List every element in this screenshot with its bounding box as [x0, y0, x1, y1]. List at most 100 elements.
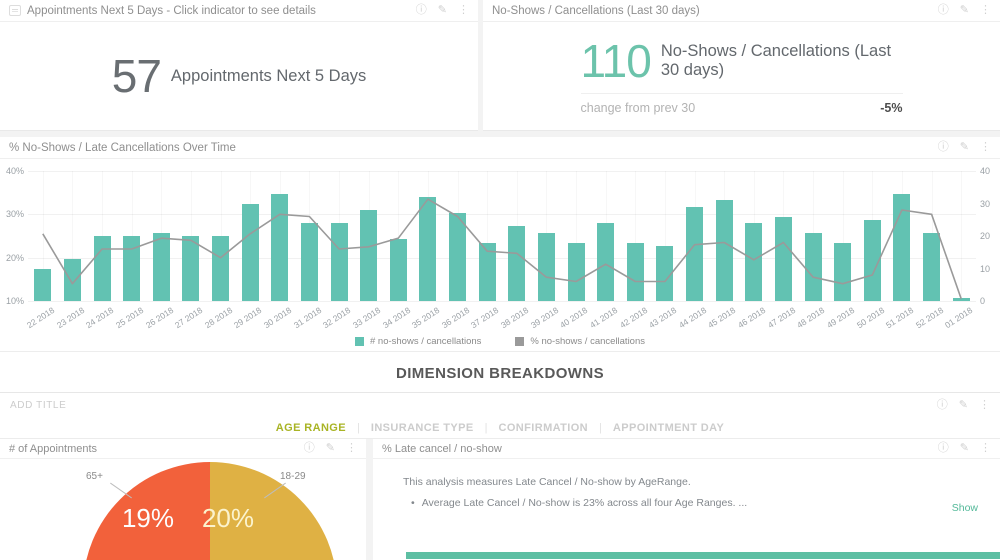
tab-insurance-type[interactable]: INSURANCE TYPE	[370, 421, 474, 434]
info-icon[interactable]: ⓘ	[937, 4, 949, 16]
time-chart-header: % No-Shows / Late Cancellations Over Tim…	[0, 137, 1000, 159]
bar-38-2018[interactable]	[508, 226, 526, 301]
x-axis-labels: 22 2018 23 2018 24 2018 25 2018 26 2018 27 20…	[25, 305, 975, 331]
menu-icon[interactable]: ⋮	[980, 141, 991, 153]
h-gridline	[28, 214, 976, 216]
info-icon[interactable]: ⓘ	[937, 141, 949, 153]
bar-30-2018[interactable]	[271, 193, 289, 301]
bar-32-2018[interactable]	[330, 223, 348, 301]
change-label: change from prev 30	[580, 100, 696, 115]
appointments-breakdown-title: # of Appointments	[9, 442, 98, 455]
h-gridline	[28, 301, 976, 302]
bar-43-2018[interactable]	[656, 245, 674, 301]
bar-46-2018[interactable]	[745, 223, 763, 301]
tab-separator: |	[357, 421, 360, 434]
pie-slice-value-18-29: 20%	[201, 503, 255, 533]
breakdown-sub-row: # of Appointments ⓘ ✎ ⋮ 19% 20% 65+ 18-29 …	[0, 439, 1000, 560]
right-axis-tick: 10	[980, 263, 991, 274]
noshows-card: No-Shows / Cancellations (Last 30 days) …	[483, 0, 1000, 131]
bar-24-2018[interactable]	[93, 236, 111, 301]
add-title-placeholder[interactable]: ADD TITLE	[10, 399, 67, 411]
noshows-card-body: 110 No-Shows / Cancellations (Last 30 da…	[483, 22, 1000, 130]
edit-icon[interactable]: ✎	[959, 4, 969, 16]
edit-icon[interactable]: ✎	[959, 141, 969, 153]
edit-icon[interactable]: ✎	[958, 398, 968, 411]
late-cancel-icons: ⓘ ✎ ⋮	[938, 443, 991, 454]
bar-33-2018[interactable]	[360, 210, 378, 301]
legend-swatch	[515, 336, 525, 346]
legend-item[interactable]: % no-shows / cancellations	[515, 336, 645, 347]
edit-icon[interactable]: ✎	[959, 442, 969, 454]
bar-23-2018[interactable]	[63, 258, 81, 301]
bar-22-2018[interactable]	[34, 268, 52, 301]
tab-confirmation[interactable]: CONFIRMATION	[498, 421, 589, 434]
bar-29-2018[interactable]	[241, 203, 259, 301]
noshows-card-icons: ⓘ ✎ ⋮	[938, 5, 991, 16]
menu-icon[interactable]: ⋮	[980, 4, 991, 16]
legend-swatch	[354, 336, 364, 346]
tab-age-range[interactable]: AGE RANGE	[275, 421, 346, 434]
bar-40-2018[interactable]	[567, 242, 585, 301]
right-axis-ticks: 40 30 20 10 0	[976, 166, 998, 306]
menu-icon[interactable]: ⋮	[346, 442, 357, 454]
bar-47-2018[interactable]	[774, 216, 792, 301]
show-link[interactable]: Show	[951, 502, 978, 514]
bar-42-2018[interactable]	[626, 242, 644, 301]
right-axis-tick: 0	[980, 296, 986, 306]
info-icon[interactable]: ⓘ	[937, 442, 949, 454]
bar-01-2018[interactable]	[952, 297, 970, 301]
bar-37-2018[interactable]	[478, 242, 496, 301]
tab-separator: |	[599, 421, 602, 434]
bar-34-2018[interactable]	[389, 239, 407, 301]
add-title-icons: ⓘ ✎ ⋮	[936, 398, 990, 411]
menu-icon[interactable]: ⋮	[979, 398, 990, 411]
bar-45-2018[interactable]	[715, 200, 733, 301]
menu-icon[interactable]: ⋮	[980, 442, 991, 454]
appointments-kpi: 57 Appointments Next 5 Days	[112, 53, 367, 99]
appointments-card-title: Appointments Next 5 Days - Click indicat…	[27, 4, 316, 17]
bar-35-2018[interactable]	[419, 197, 437, 301]
bar-36-2018[interactable]	[449, 213, 467, 301]
breakdown-tabs: AGE RANGE | INSURANCE TYPE | CONFIRMATION | AP…	[0, 417, 1000, 439]
bar-31-2018[interactable]	[300, 223, 318, 301]
time-chart-plot	[28, 171, 976, 302]
bar-27-2018[interactable]	[182, 236, 200, 301]
left-axis-tick: 40%	[5, 166, 24, 176]
edit-icon[interactable]: ✎	[325, 442, 335, 454]
pie-callout-65plus: 65+	[86, 471, 103, 482]
chart-legend: # no-shows / cancellations % no-shows / c…	[0, 333, 1000, 349]
menu-icon[interactable]: ⋮	[458, 4, 469, 16]
change-value: -5%	[880, 100, 903, 115]
bar-25-2018[interactable]	[123, 236, 141, 301]
bar-44-2018[interactable]	[686, 206, 704, 301]
info-icon[interactable]: ⓘ	[936, 398, 948, 411]
noshows-kpi: 110 No-Shows / Cancellations (Last 30 da…	[581, 38, 903, 84]
age-pie-wrap: 19% 20% 65+ 18-29	[0, 459, 366, 560]
bar-28-2018[interactable]	[212, 236, 230, 301]
edit-icon[interactable]: ✎	[437, 4, 447, 16]
info-icon[interactable]: ⓘ	[303, 442, 315, 454]
info-icon[interactable]: ⓘ	[415, 4, 427, 16]
noshows-kpi-value: 110	[580, 34, 652, 87]
legend-label: # no-shows / cancellations	[369, 335, 482, 347]
legend-label: % no-shows / cancellations	[530, 335, 645, 347]
analysis-bullet: • Average Late Cancel / No-show is 23% a…	[403, 497, 923, 509]
bullet-marker: •	[411, 497, 415, 509]
pie-slice-value-65plus: 19%	[121, 503, 175, 533]
dimension-breakdowns-panel: ADD TITLE ⓘ ✎ ⋮ AGE RANGE | INSURANCE TYPE | C…	[0, 392, 1000, 560]
noshows-kpi-label: No-Shows / Cancellations (Last 30 days)	[660, 41, 892, 79]
percent-line	[42, 198, 962, 300]
bar-50-2018[interactable]	[863, 219, 881, 301]
bar-52-2018[interactable]	[923, 232, 941, 301]
bar-41-2018[interactable]	[597, 223, 615, 301]
bar-48-2018[interactable]	[804, 232, 822, 301]
x-axis-row: 22 2018 23 2018 24 2018 25 2018 26 2018 27 20…	[0, 303, 1000, 333]
bar-39-2018[interactable]	[537, 232, 555, 301]
appointments-card-icons: ⓘ ✎ ⋮	[416, 5, 469, 16]
tab-appointment-day[interactable]: APPOINTMENT DAY	[612, 421, 725, 434]
bar-26-2018[interactable]	[152, 232, 170, 301]
bar-49-2018[interactable]	[834, 242, 852, 301]
right-axis-tick: 30	[980, 198, 991, 209]
legend-item[interactable]: # no-shows / cancellations	[354, 335, 482, 347]
bullet-text: Average Late Cancel / No-show is 23% acr…	[421, 497, 748, 509]
